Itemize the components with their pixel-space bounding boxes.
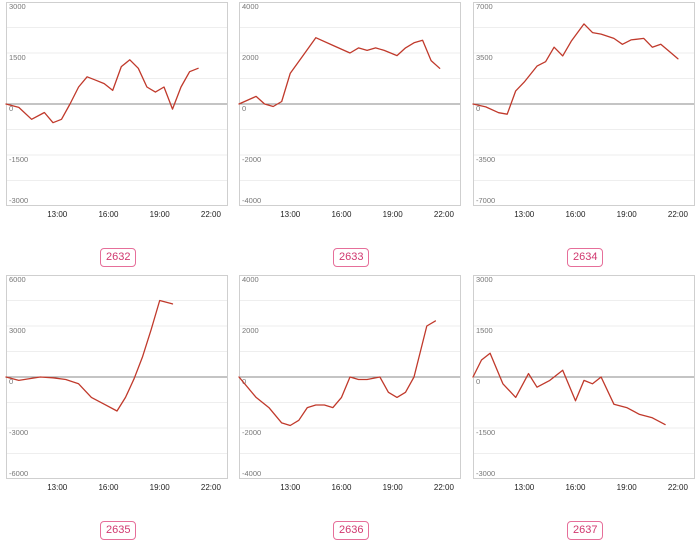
y-tick-label: 7000 — [476, 2, 493, 11]
x-tick-label: 19:00 — [383, 210, 404, 219]
y-tick-label: -1500 — [9, 155, 28, 164]
y-tick-label: -3500 — [476, 155, 495, 164]
code-badge[interactable]: 2635 — [100, 521, 137, 540]
y-tick-label: 1500 — [9, 53, 26, 62]
y-tick-label: -3000 — [9, 428, 28, 437]
y-tick-label: 4000 — [242, 275, 259, 284]
y-tick-label: 3500 — [476, 53, 493, 62]
y-tick-label: 0 — [476, 377, 480, 386]
y-tick-label: 0 — [9, 104, 13, 113]
y-tick-label: 3000 — [9, 2, 26, 11]
y-tick-label: 6000 — [9, 275, 26, 284]
code-badge[interactable]: 2636 — [333, 521, 370, 540]
series-line — [5, 299, 174, 412]
y-tick-label: 3000 — [9, 326, 26, 335]
line-chart-2637: 3000 1500 0 -1500 -3000 13:00 16:00 19:00 22:00 — [472, 275, 695, 492]
x-tick-label: 16:00 — [331, 210, 352, 219]
y-tick-label: -2000 — [242, 155, 261, 164]
y-tick-label: 0 — [242, 104, 246, 113]
line-chart-2635: 6000 3000 0 -3000 -6000 13:00 16:00 19:00 22:00 — [5, 275, 228, 492]
x-tick-label: 22:00 — [201, 483, 222, 492]
x-tick-label: 13:00 — [514, 483, 535, 492]
x-tick-label: 16:00 — [565, 210, 586, 219]
x-tick-label: 13:00 — [280, 483, 301, 492]
x-tick-label: 22:00 — [201, 210, 222, 219]
code-badge[interactable]: 2632 — [100, 248, 137, 267]
x-tick-label: 16:00 — [331, 483, 352, 492]
chart-panel-2634: 7000 3500 0 -3500 -7000 13:00 16:00 19:00 22:00 2… — [467, 0, 700, 273]
y-tick-label: -3000 — [9, 196, 28, 205]
y-tick-label: 0 — [9, 377, 13, 386]
y-tick-label: 0 — [476, 104, 480, 113]
x-tick-label: 13:00 — [47, 483, 68, 492]
line-chart-2634: 7000 3500 0 -3500 -7000 13:00 16:00 19:00 22:00 — [472, 2, 695, 219]
y-tick-label: -2000 — [242, 428, 261, 437]
x-tick-label: 16:00 — [98, 483, 119, 492]
code-badge[interactable]: 2637 — [567, 521, 604, 540]
series-line — [5, 59, 199, 124]
chart-panel-2636: 4000 2000 0 -2000 -4000 13:00 16:00 19:00 22:00 2… — [233, 273, 466, 546]
x-tick-label: 22:00 — [668, 483, 689, 492]
y-tick-label: 2000 — [242, 53, 259, 62]
y-tick-label: 3000 — [476, 275, 493, 284]
y-tick-label: -3000 — [476, 469, 495, 478]
x-tick-label: 13:00 — [280, 210, 301, 219]
y-tick-label: -4000 — [242, 469, 261, 478]
y-tick-label: 2000 — [242, 326, 259, 335]
y-tick-label: -7000 — [476, 196, 495, 205]
code-badge[interactable]: 2634 — [567, 248, 604, 267]
x-tick-label: 19:00 — [150, 210, 171, 219]
code-badge[interactable]: 2633 — [333, 248, 370, 267]
series-line — [238, 37, 441, 108]
line-chart-2632: 3000 1500 0 -1500 -3000 13:00 16:00 19:00 22:00 — [5, 2, 228, 219]
y-tick-label: 1500 — [476, 326, 493, 335]
x-tick-label: 22:00 — [434, 210, 455, 219]
series-line — [238, 320, 437, 427]
series-line — [472, 23, 679, 115]
y-tick-label: 4000 — [242, 2, 259, 11]
y-tick-label: -4000 — [242, 196, 261, 205]
x-tick-label: 19:00 — [617, 483, 638, 492]
x-tick-label: 16:00 — [98, 210, 119, 219]
x-tick-label: 19:00 — [383, 483, 404, 492]
chart-panel-2637: 3000 1500 0 -1500 -3000 13:00 16:00 19:00 22:00 2… — [467, 273, 700, 546]
x-tick-label: 13:00 — [514, 210, 535, 219]
x-tick-label: 22:00 — [668, 210, 689, 219]
series-line — [472, 352, 666, 426]
chart-panel-2635: 6000 3000 0 -3000 -6000 13:00 16:00 19:00 22:00 2… — [0, 273, 233, 546]
x-tick-label: 19:00 — [150, 483, 171, 492]
chart-panel-2633: 4000 2000 0 -2000 -4000 13:00 16:00 19:00 22:00 2… — [233, 0, 466, 273]
line-chart-2636: 4000 2000 0 -2000 -4000 13:00 16:00 19:00 22:00 — [238, 275, 461, 492]
chart-panel-2632: 3000 1500 0 -1500 -3000 13:00 16:00 19:00 22:00 2… — [0, 0, 233, 273]
y-tick-label: -6000 — [9, 469, 28, 478]
y-tick-label: -1500 — [476, 428, 495, 437]
x-tick-label: 13:00 — [47, 210, 68, 219]
x-tick-label: 16:00 — [565, 483, 586, 492]
x-tick-label: 19:00 — [617, 210, 638, 219]
line-chart-2633: 4000 2000 0 -2000 -4000 13:00 16:00 19:00 22:00 — [238, 2, 461, 219]
y-tick-label: 0 — [242, 377, 246, 386]
x-tick-label: 22:00 — [434, 483, 455, 492]
